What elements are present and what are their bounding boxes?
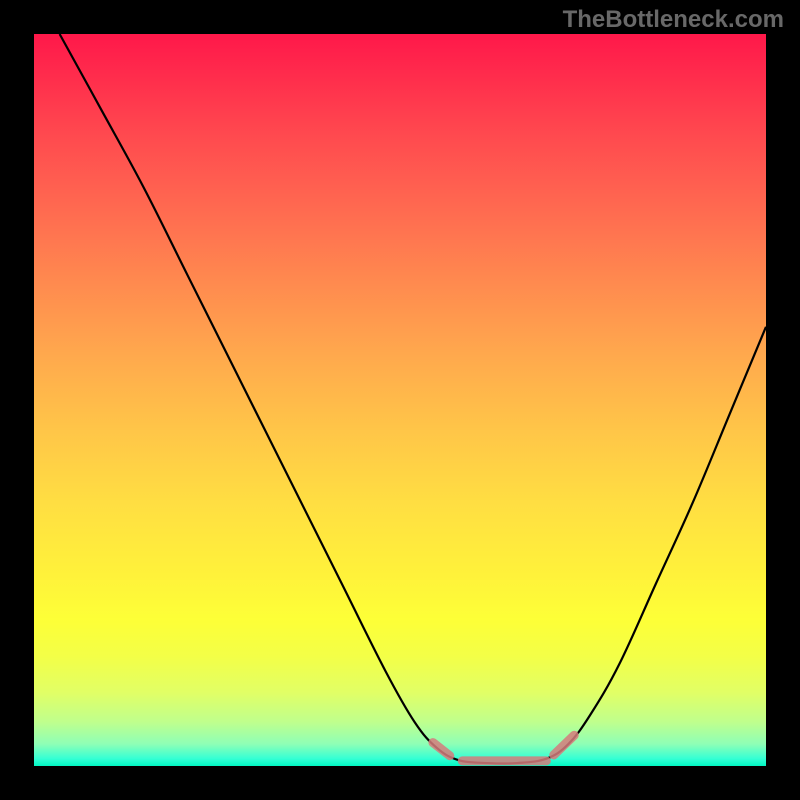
watermark-text: TheBottleneck.com	[563, 6, 784, 34]
highlight-segment	[554, 735, 574, 755]
bottleneck-curve	[60, 34, 766, 764]
chart-container: TheBottleneck.com	[0, 0, 800, 800]
highlight-segment	[433, 743, 450, 756]
curve-layer	[0, 0, 800, 800]
